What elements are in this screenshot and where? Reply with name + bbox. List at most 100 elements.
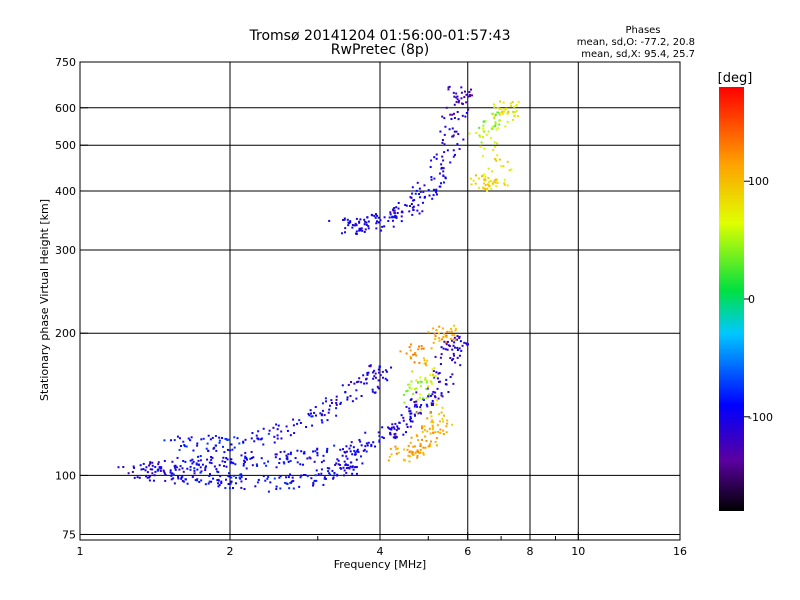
data-point xyxy=(365,450,368,453)
data-point xyxy=(211,456,214,459)
data-point xyxy=(430,176,433,179)
data-point xyxy=(494,158,497,161)
data-point xyxy=(401,210,404,213)
data-point xyxy=(133,466,136,469)
data-point xyxy=(323,477,326,480)
data-point xyxy=(388,455,391,458)
data-point xyxy=(312,483,315,486)
data-point xyxy=(512,118,515,121)
data-point xyxy=(425,439,428,442)
data-point xyxy=(230,458,233,461)
data-point xyxy=(347,224,350,227)
data-point xyxy=(218,464,221,467)
data-point xyxy=(409,417,412,420)
data-point xyxy=(394,435,397,438)
data-point xyxy=(416,411,419,414)
data-point xyxy=(343,218,346,221)
data-point xyxy=(449,113,452,116)
data-point xyxy=(358,438,361,441)
data-point xyxy=(276,428,279,431)
data-point xyxy=(431,424,434,427)
data-point xyxy=(381,225,384,228)
data-point xyxy=(353,449,356,452)
data-point xyxy=(345,445,348,448)
data-point xyxy=(397,201,400,204)
data-point xyxy=(395,206,398,209)
data-point xyxy=(455,96,458,99)
data-point xyxy=(335,401,338,404)
data-point xyxy=(346,396,349,399)
data-point xyxy=(242,464,245,467)
data-point xyxy=(422,398,425,401)
data-point xyxy=(251,464,254,467)
data-point xyxy=(332,477,335,480)
data-point xyxy=(149,461,152,464)
data-point xyxy=(196,468,199,471)
data-point xyxy=(358,377,361,380)
data-point xyxy=(189,459,192,462)
data-point xyxy=(159,467,162,470)
data-point xyxy=(437,397,440,400)
data-point xyxy=(320,461,323,464)
data-point xyxy=(434,338,437,341)
data-point xyxy=(430,382,433,385)
data-point xyxy=(117,466,120,469)
data-point xyxy=(279,475,282,478)
data-point xyxy=(439,431,442,434)
data-point xyxy=(389,447,392,450)
data-point xyxy=(314,474,317,477)
data-point xyxy=(445,343,448,346)
data-point xyxy=(308,414,311,417)
data-point xyxy=(442,181,445,184)
data-point xyxy=(506,160,509,163)
data-point xyxy=(427,331,430,334)
data-point xyxy=(363,218,366,221)
data-point xyxy=(267,475,270,478)
data-point xyxy=(148,475,151,478)
data-point xyxy=(499,119,502,122)
data-point xyxy=(408,386,411,389)
data-point xyxy=(172,477,175,480)
data-point xyxy=(344,231,347,234)
data-point xyxy=(439,363,442,366)
data-point xyxy=(204,469,207,472)
data-point xyxy=(427,445,430,448)
data-point xyxy=(364,445,367,448)
data-point xyxy=(412,199,415,202)
data-point xyxy=(374,391,377,394)
y-tick-label: 100 xyxy=(55,469,76,482)
data-point xyxy=(434,395,437,398)
data-point xyxy=(292,418,295,421)
data-point xyxy=(359,440,362,443)
data-point xyxy=(393,427,396,430)
data-point xyxy=(358,229,361,232)
data-point xyxy=(287,453,290,456)
data-point xyxy=(232,462,235,465)
data-point xyxy=(470,94,473,97)
data-point xyxy=(199,471,202,474)
data-point xyxy=(440,353,443,356)
data-point xyxy=(380,229,383,232)
data-point xyxy=(451,423,454,426)
data-point xyxy=(412,205,415,208)
data-point xyxy=(393,212,396,215)
data-point xyxy=(502,101,505,104)
data-point xyxy=(236,437,239,440)
data-point xyxy=(174,466,177,469)
data-point xyxy=(378,371,381,374)
data-point xyxy=(163,470,166,473)
data-point xyxy=(218,439,221,442)
data-point xyxy=(418,361,421,364)
data-point xyxy=(197,464,200,467)
data-point xyxy=(516,114,519,117)
data-point xyxy=(365,382,368,385)
data-point xyxy=(450,327,453,330)
data-point xyxy=(170,472,173,475)
data-point xyxy=(438,172,441,175)
data-point xyxy=(377,387,380,390)
data-point xyxy=(180,477,183,480)
data-point xyxy=(450,118,453,121)
data-point xyxy=(449,357,452,360)
data-point xyxy=(448,330,451,333)
data-point xyxy=(351,223,354,226)
